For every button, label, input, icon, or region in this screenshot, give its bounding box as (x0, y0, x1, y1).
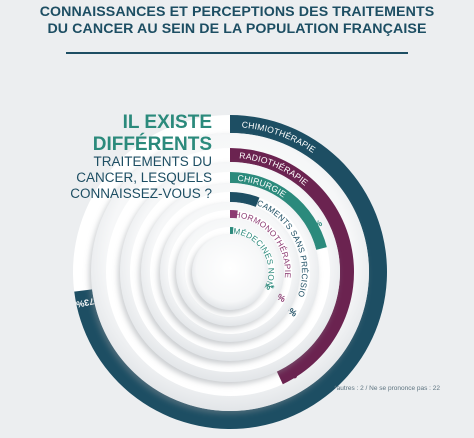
disc-medecines-non-conventionnelles (192, 234, 268, 310)
bar-medicaments-sans-precision (230, 192, 260, 207)
question-line-4: CANCER, LESQUELS (76, 170, 212, 185)
title-divider (66, 52, 408, 54)
title-line-1: CONNAISSANCES ET PERCEPTIONS DES TRAITEM… (39, 4, 435, 20)
bar-radiotherapie (230, 148, 354, 385)
bar-hormonotherapie (230, 210, 238, 219)
bar-chirurgie (230, 172, 327, 250)
question-line-2: DIFFÉRENTS (93, 133, 212, 155)
ring-track-chimiotherapie (72, 115, 230, 292)
question-line-3: TRAITEMENTS DU (93, 154, 212, 169)
bar-medecines-non-conventionnelles (230, 227, 234, 235)
question-block: IL EXISTE DIFFÉRENTS TRAITEMENTS DU CANC… (70, 112, 212, 201)
question-line-1: IL EXISTE (123, 112, 212, 133)
question-line-5: CONNAISSEZ-VOUS ? (70, 186, 212, 201)
page-title: CONNAISSANCES ET PERCEPTIONS DES TRAITEM… (0, 4, 474, 38)
footnote: *autres : 2 / Ne se prononce pas : 22 (334, 385, 440, 392)
value-label-chimiotherapie: 73% (75, 296, 95, 309)
ring-layer: CHIMIOTHÉRAPIE73%RADIOTHÉRAPIE43%CHIRURG… (0, 0, 388, 429)
title-line-2: DU CANCER AU SEIN DE LA POPULATION FRANÇ… (47, 21, 427, 37)
